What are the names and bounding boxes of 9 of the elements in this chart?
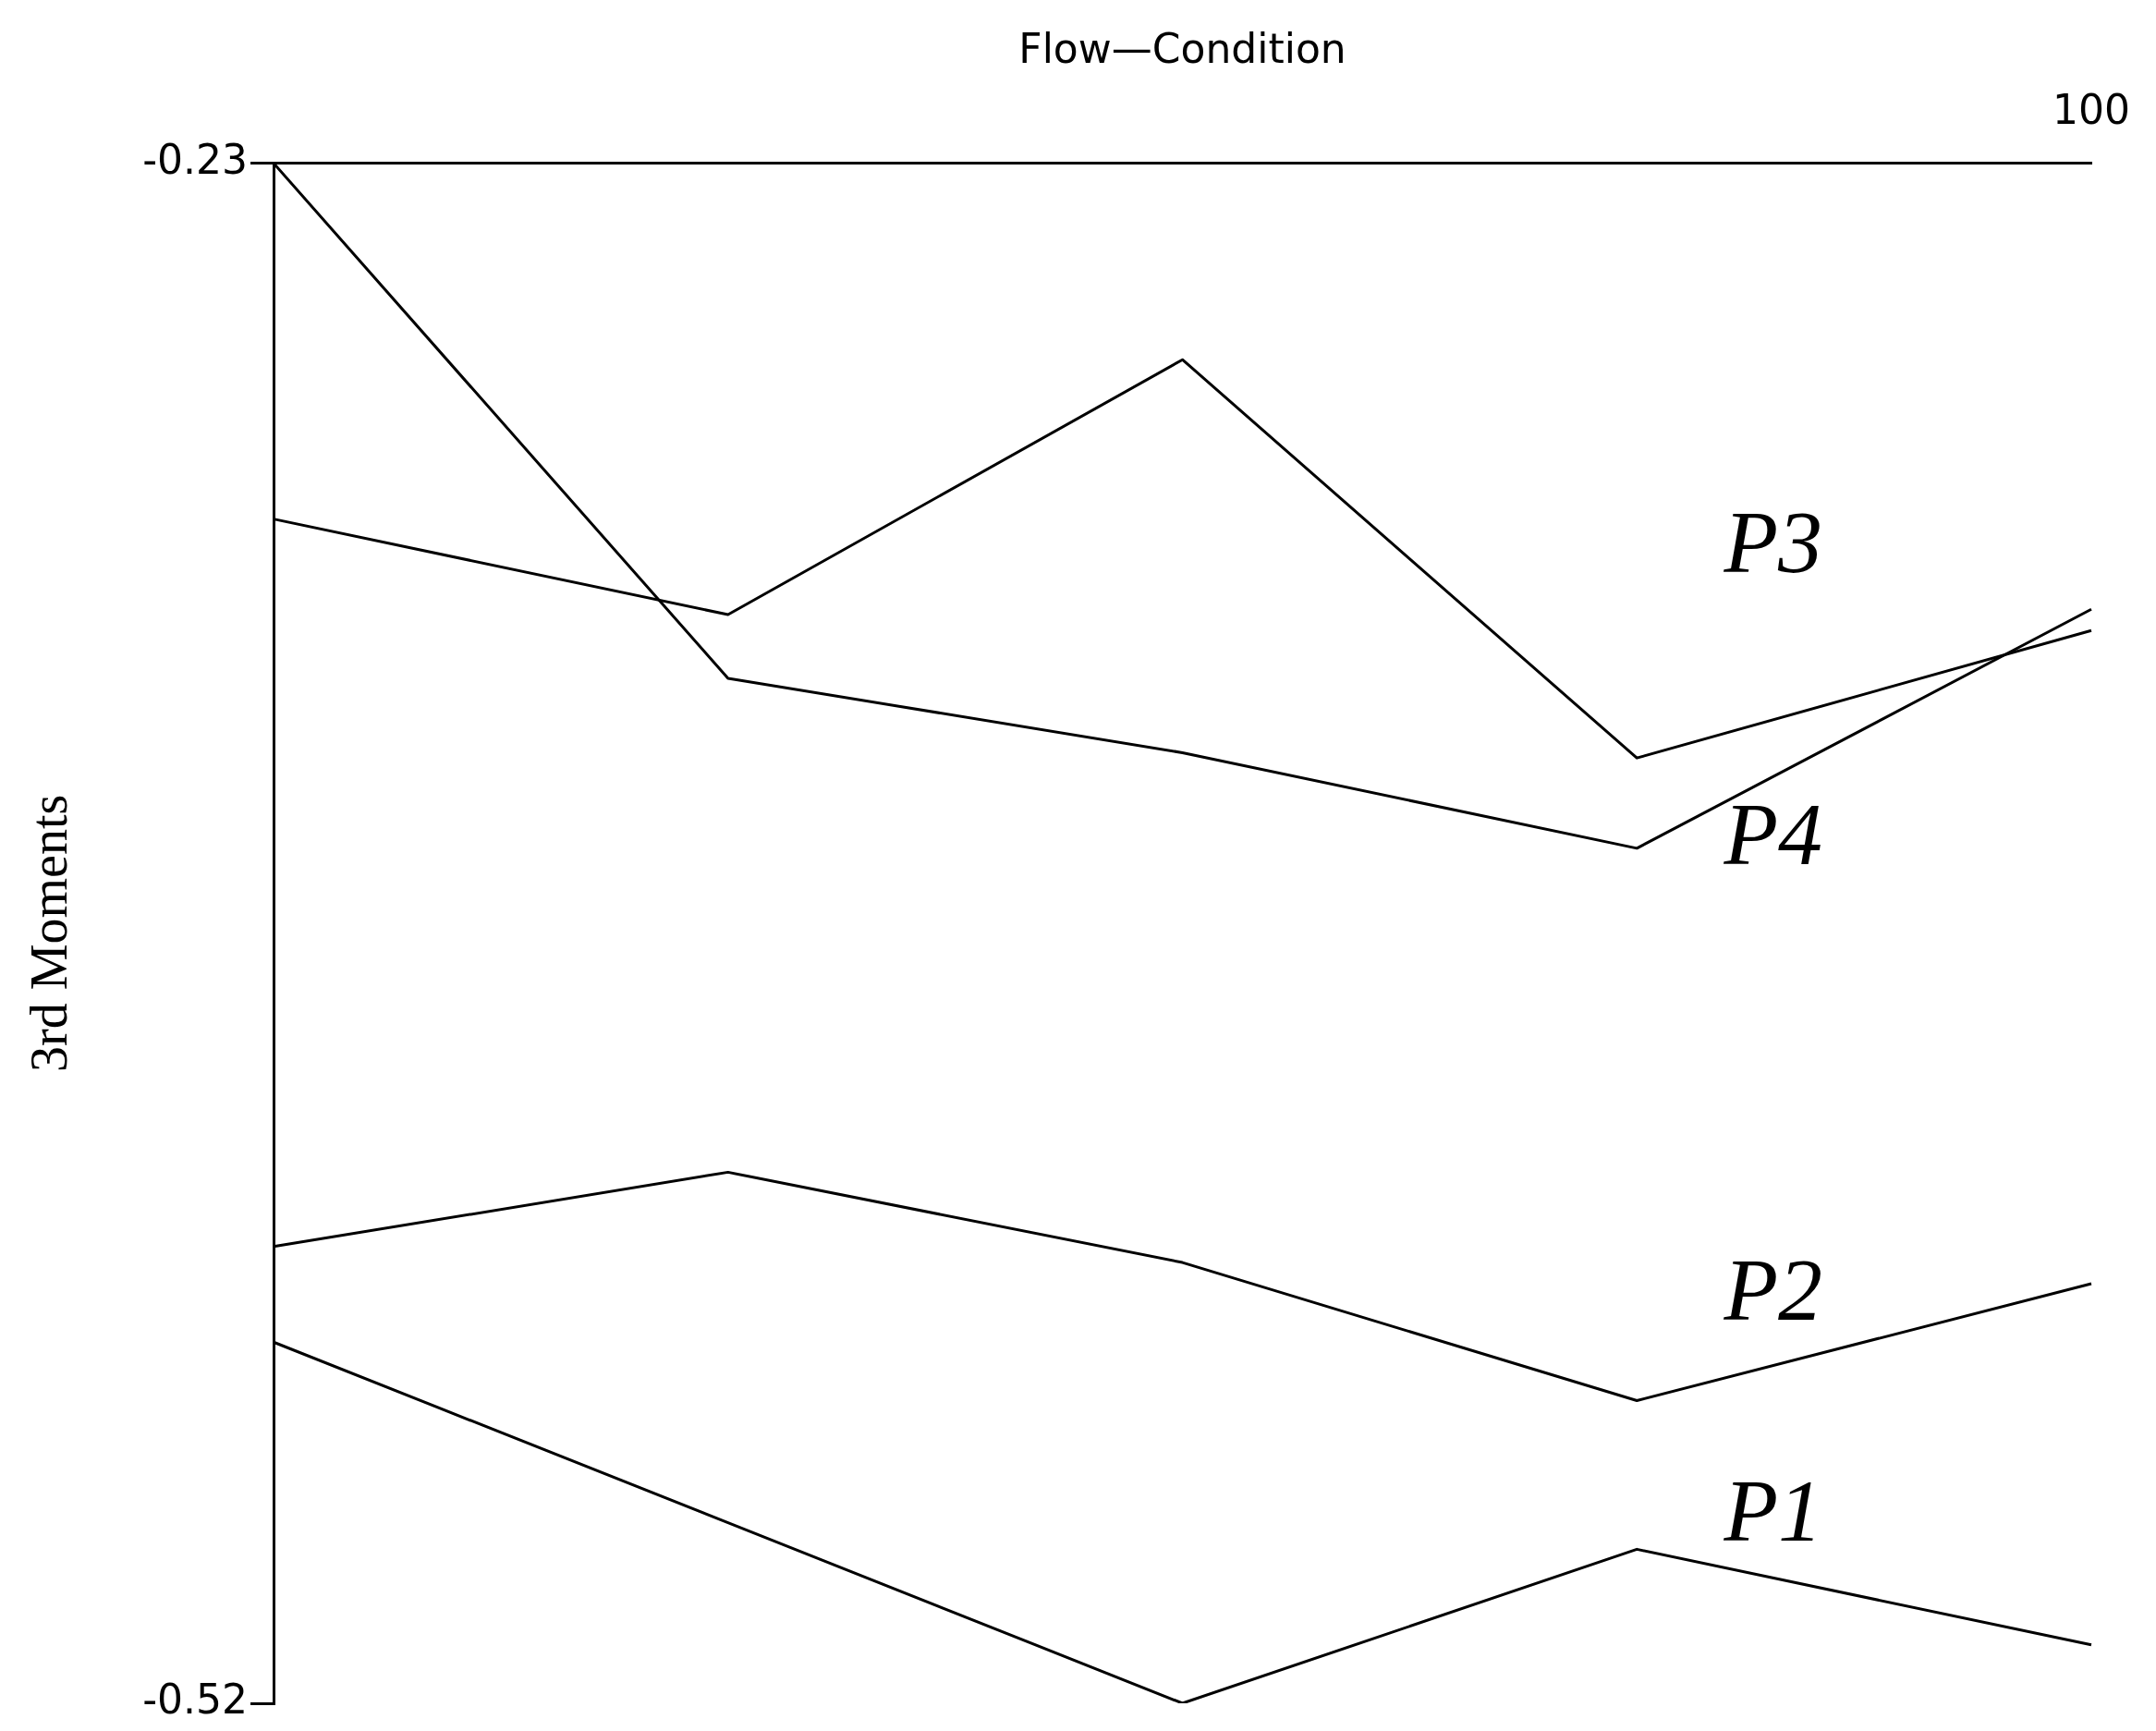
series-label: P1 xyxy=(1723,1461,1823,1561)
series-label: P3 xyxy=(1723,492,1823,591)
series-label: P2 xyxy=(1723,1239,1823,1339)
y-tick-label: -0.23 xyxy=(142,136,249,184)
x-axis-title: Flow—Condition xyxy=(1018,24,1346,72)
series-label: P4 xyxy=(1723,785,1823,884)
x-tick-label: 100 xyxy=(2052,85,2130,133)
y-axis-title: 3rd Moments xyxy=(20,794,79,1072)
y-tick-label: -0.52 xyxy=(142,1676,249,1724)
